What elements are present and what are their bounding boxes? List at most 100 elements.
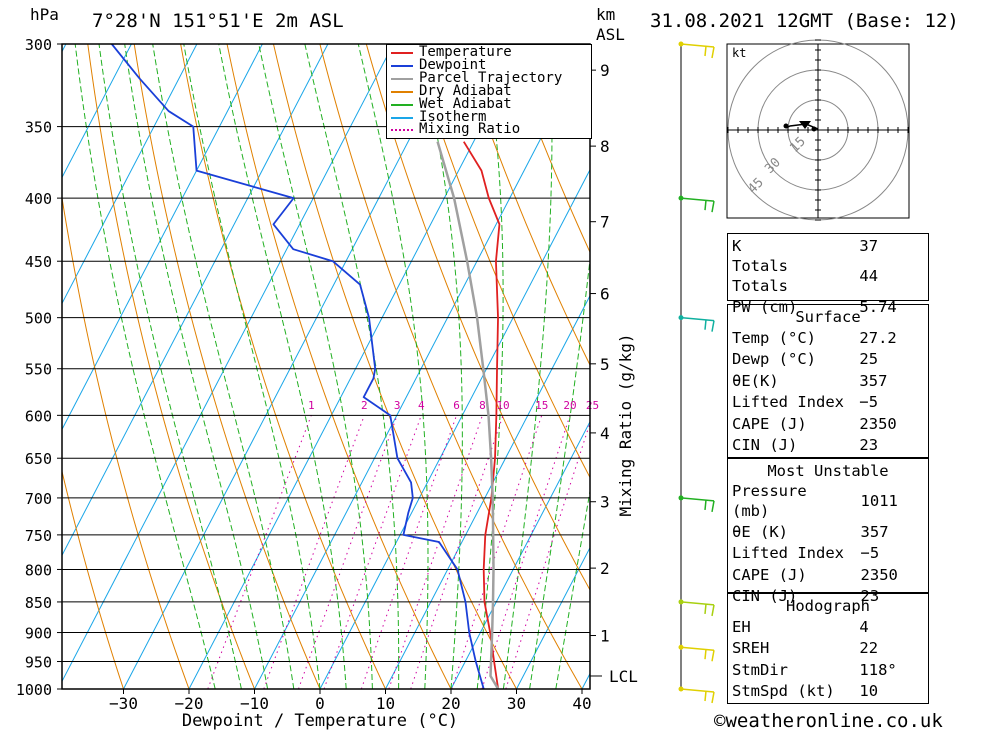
parcel-trajectory-profile [436, 141, 500, 689]
legend-swatch [391, 52, 413, 54]
mixing-ratio-label: 25 [586, 399, 599, 412]
wet-adiabat-line [357, 44, 429, 689]
index-value: 118° [859, 660, 897, 679]
lcl-label: LCL [609, 667, 638, 686]
pressure-tick-label: 950 [25, 654, 52, 672]
mixing-ratio-label: 15 [535, 399, 548, 412]
legend-label: Dry Adiabat [419, 82, 512, 99]
temperature-tick-label: −10 [240, 694, 269, 713]
isotherm-line [62, 44, 132, 179]
index-value: 357 [859, 371, 888, 390]
km-tick-label: 7 [600, 213, 610, 232]
dry-adiabat-line [87, 44, 255, 689]
isotherm-line [516, 546, 590, 689]
index-value: 4 [859, 618, 869, 637]
wet-adiabat-line [476, 44, 504, 689]
wind-barb [678, 599, 715, 617]
km-tick-label: 1 [600, 627, 610, 646]
dry-adiabat-line [180, 44, 386, 689]
dry-adiabat-line [505, 44, 590, 254]
legend-label: Temperature [419, 44, 512, 60]
dry-adiabat-line [62, 194, 190, 689]
pressure-tick-label: 900 [25, 625, 52, 643]
index-row: Temp (°C) 27.2 [728, 327, 928, 348]
index-label: SREH [732, 639, 770, 658]
index-row: Dewp (°C) 25 [728, 349, 928, 370]
index-value: 44 [859, 267, 879, 286]
pressure-tick-label: 450 [25, 253, 52, 271]
wind-barb [678, 195, 715, 213]
index-row: StmSpd (kt) 10 [728, 681, 928, 702]
isotherm-line [385, 294, 590, 689]
isotherm-line [450, 420, 590, 689]
km-tick-label: 8 [600, 137, 610, 156]
wind-barb-axis [678, 41, 715, 704]
mixing-ratio-label: 1 [308, 399, 315, 412]
dry-adiabat-line [62, 469, 124, 689]
legend-label: Dewpoint [419, 56, 487, 73]
index-label: Pressure (mb) [732, 482, 807, 521]
mixing-ratio-line [410, 415, 504, 689]
legend-swatch [391, 77, 413, 80]
index-label: Temp (°C) [732, 329, 816, 348]
wet-adiabat-line [529, 255, 590, 689]
hodograph-index-table: Hodograph EH 4 SREH 22 StmDir 118° StmSpd (kt) 1… [728, 595, 928, 702]
mixing-ratio-line [505, 421, 590, 689]
temperature-tick-labels: −30 −20 −10 0 10 20 30 40 [109, 689, 592, 713]
dry-adiabat-line [970, 44, 1000, 689]
isotherm-line [319, 168, 590, 689]
pressure-tick-labels: 300 350 400 450 500 550 600 650 700 750 800 850 900 9… [16, 36, 62, 699]
legend-swatch [391, 64, 413, 67]
index-row: Lifted Index −5 [728, 543, 928, 564]
index-section-title: Most Unstable [767, 461, 889, 480]
pressure-tick-label: 850 [25, 594, 52, 612]
pressure-tick-label: 1000 [16, 681, 52, 699]
mixing-ratio-label: 8 [479, 399, 486, 412]
y2-axis-title: Mixing Ratio (g/kg) [616, 333, 635, 516]
pressure-tick-label: 400 [25, 190, 52, 208]
temperature-tick-label: 10 [376, 694, 395, 713]
km-tick-label: 2 [600, 559, 610, 578]
dry-adiabat-line [133, 44, 321, 689]
index-row: EH 4 [728, 616, 928, 637]
plot-frame [61, 43, 591, 690]
dry-adiabat-line [412, 44, 590, 479]
mixing-ratio-labels: 1 2 3 4 6 8 10 15 20 25 [308, 399, 599, 412]
mixing-ratio-line [451, 415, 543, 689]
index-label: CIN (J) [732, 587, 798, 606]
dewpoint-profile [111, 44, 485, 689]
index-label: PW (cm) [732, 298, 798, 317]
index-value: −5 [860, 544, 880, 563]
temperature-tick-label: 30 [507, 694, 526, 713]
legend-label: Parcel Trajectory [419, 69, 563, 86]
temperature-tick-label: −30 [109, 694, 138, 713]
mixing-ratio-label: 10 [496, 399, 509, 412]
legend-swatch [391, 116, 413, 119]
index-value: 357 [860, 523, 889, 542]
pressure-tick-label: 750 [25, 527, 52, 545]
index-label: Lifted Index [732, 393, 844, 412]
copyright-link[interactable]: ©weatheronline.co.uk [714, 710, 943, 732]
wet-adiabat-line [258, 44, 373, 689]
index-row: Pressure (mb) 1011 [728, 481, 928, 521]
height-unit-asl-label: ASL [596, 25, 625, 44]
km-tick-label: 3 [600, 493, 610, 512]
index-section-title: Hodograph [786, 596, 870, 615]
index-value: 22 [859, 639, 879, 658]
index-row: θE (K) 357 [728, 521, 928, 542]
dry-adiabat-line [923, 44, 1000, 689]
index-row: SREH 22 [728, 638, 928, 659]
pressure-unit-label: hPa [30, 5, 59, 24]
index-label: CIN (J) [732, 436, 798, 455]
km-tick-label: 9 [600, 61, 610, 80]
wet-adiabat-line [555, 488, 590, 689]
temperature-profile [463, 141, 501, 689]
most-unstable-table: Most Unstable Pressure (mb) 1011 θE (K) 357 L… [728, 460, 928, 607]
index-label: StmDir [732, 660, 788, 679]
pressure-tick-label: 300 [25, 36, 52, 54]
wind-barb [678, 495, 715, 513]
index-label: K [732, 236, 742, 255]
pressure-tick-label: 650 [25, 450, 52, 468]
km-tick-label: 5 [600, 355, 610, 374]
index-value: 27.2 [859, 329, 897, 348]
